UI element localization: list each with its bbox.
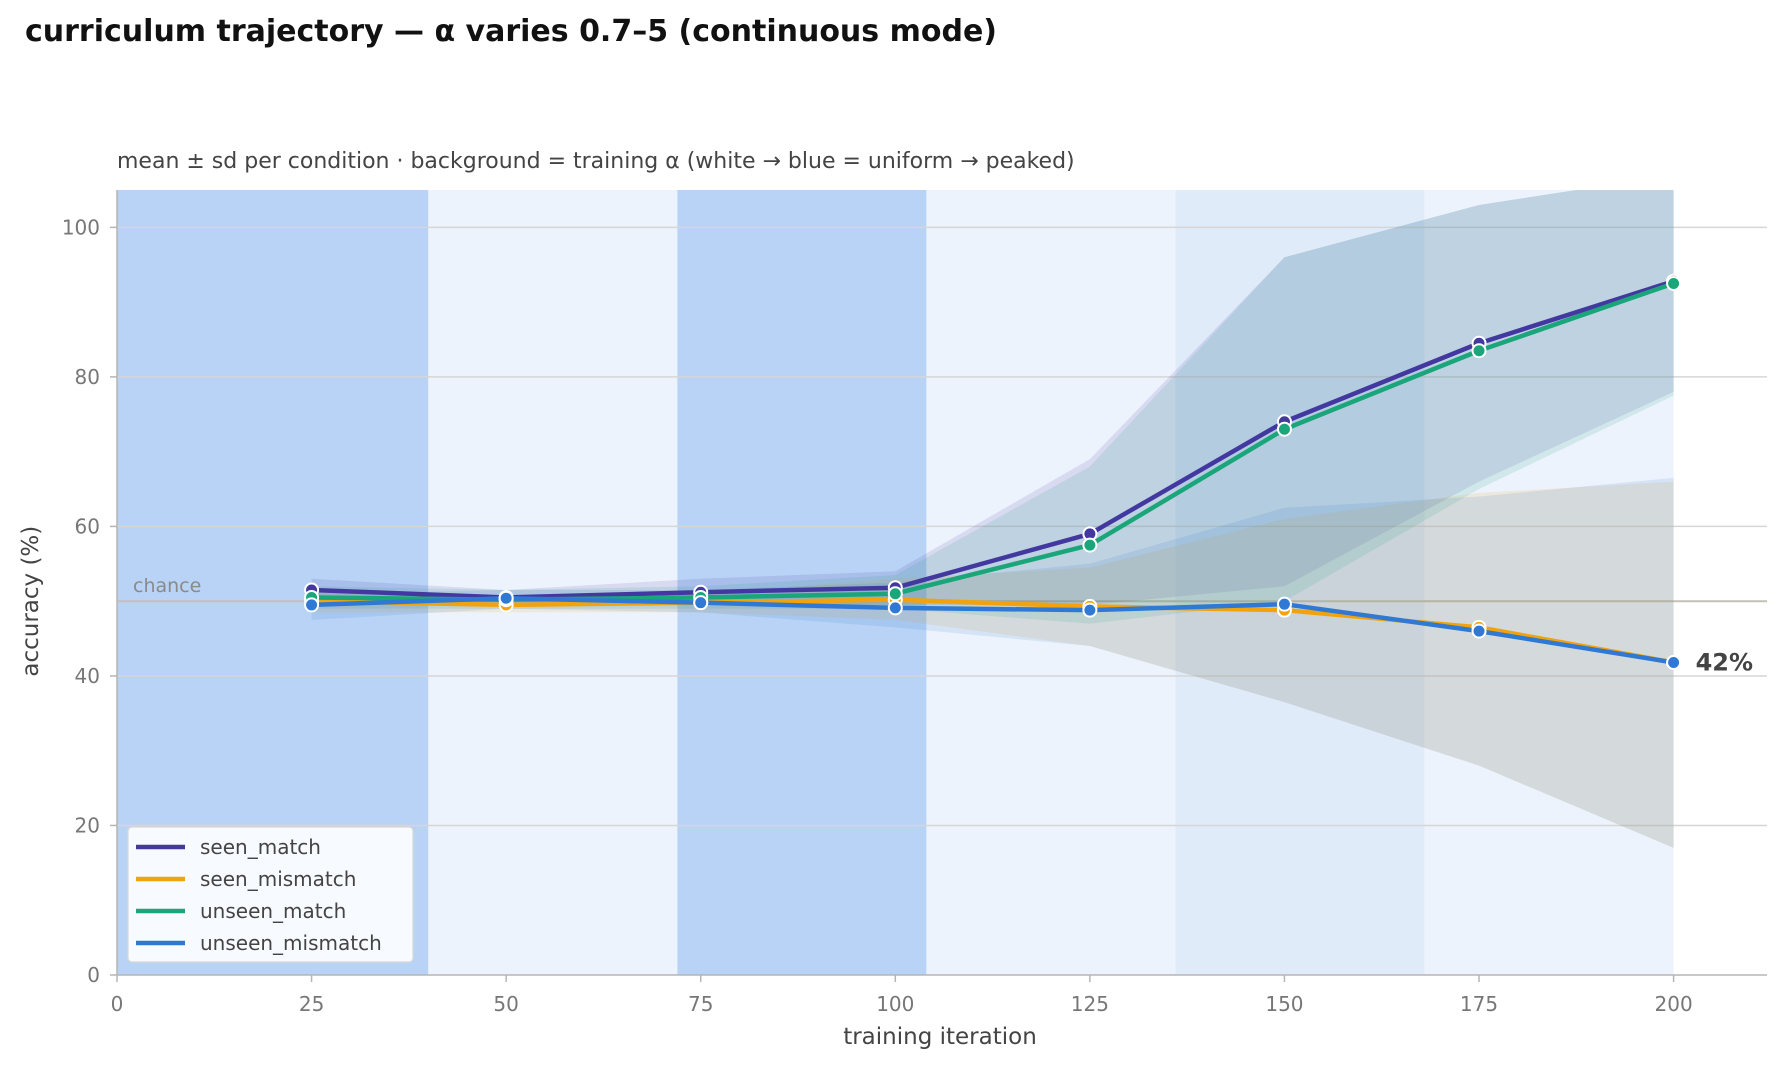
legend-label-unseen_mismatch: unseen_mismatch <box>200 931 382 955</box>
x-tick-label-0: 0 <box>111 992 124 1016</box>
background-bands <box>117 190 1674 975</box>
y-tick-label-20: 20 <box>75 813 100 837</box>
x-tick-label-25: 25 <box>299 992 324 1016</box>
point-unseen_mismatch-175 <box>1471 623 1487 639</box>
y-tick-label-100: 100 <box>62 215 100 239</box>
x-tick-label-75: 75 <box>688 992 713 1016</box>
end-annotation: 42% <box>1696 648 1753 676</box>
background-band-2 <box>428 190 678 975</box>
background-band-3 <box>677 190 927 975</box>
x-tick-label-175: 175 <box>1460 992 1498 1016</box>
y-tick-label-60: 60 <box>75 514 100 538</box>
sd-bands <box>311 190 1674 848</box>
point-unseen_match-125 <box>1082 537 1098 553</box>
y-tick-label-40: 40 <box>75 664 100 688</box>
point-unseen_mismatch-200 <box>1666 654 1682 670</box>
point-unseen_mismatch-125 <box>1082 602 1098 618</box>
chart-title: curriculum trajectory — α varies 0.7–5 (… <box>25 14 997 49</box>
background-band-5 <box>1175 190 1425 975</box>
chance-label: chance <box>133 575 201 597</box>
point-unseen_mismatch-25 <box>304 597 320 613</box>
chart-subtitle: mean ± sd per condition · background = t… <box>117 149 1075 174</box>
sd-band-unseen_mismatch <box>311 477 1674 848</box>
point-unseen_mismatch-150 <box>1276 596 1292 612</box>
point-unseen_mismatch-100 <box>887 600 903 616</box>
x-tick-label-200: 200 <box>1655 992 1693 1016</box>
x-tick-label-125: 125 <box>1071 992 1109 1016</box>
x-tick-label-50: 50 <box>493 992 518 1016</box>
axes <box>116 190 1767 976</box>
y-tick-label-0: 0 <box>87 963 100 987</box>
gridlines <box>117 226 1767 827</box>
legend-box <box>127 826 414 963</box>
sd-band-seen_match <box>311 190 1674 605</box>
legend-label-seen_match: seen_match <box>200 835 321 859</box>
x-tick-labels: 0 25 50 75 100 125 150 175 200 <box>111 975 1693 1016</box>
x-tick-label-100: 100 <box>876 992 914 1016</box>
point-unseen_match-200 <box>1666 275 1682 291</box>
sd-band-seen_mismatch <box>311 481 1674 848</box>
sd-band-unseen_match <box>311 190 1674 624</box>
line-seen_match <box>309 278 1676 600</box>
point-unseen_match-150 <box>1276 421 1292 437</box>
legend: seen_match seen_mismatch unseen_matchunsee… <box>127 826 414 963</box>
series-points <box>304 273 1682 670</box>
y-tick-labels: 0 20 40 60 80 100 <box>62 215 117 987</box>
point-unseen_mismatch-50 <box>498 590 514 606</box>
point-unseen_mismatch-75 <box>693 595 709 611</box>
y-axis-label: accuracy (%) <box>18 526 44 677</box>
line-unseen_mismatch <box>309 595 1676 665</box>
point-unseen_match-100 <box>887 586 903 602</box>
x-axis-label: training iteration <box>843 1024 1037 1050</box>
point-unseen_match-175 <box>1471 343 1487 359</box>
legend-label-seen_mismatch: seen_mismatch <box>200 867 356 891</box>
y-tick-label-80: 80 <box>75 365 100 389</box>
legend-label-unseen_match: unseen_match <box>200 899 346 923</box>
background-band-4 <box>926 190 1176 975</box>
x-tick-label-150: 150 <box>1265 992 1303 1016</box>
series-lines <box>309 278 1676 665</box>
